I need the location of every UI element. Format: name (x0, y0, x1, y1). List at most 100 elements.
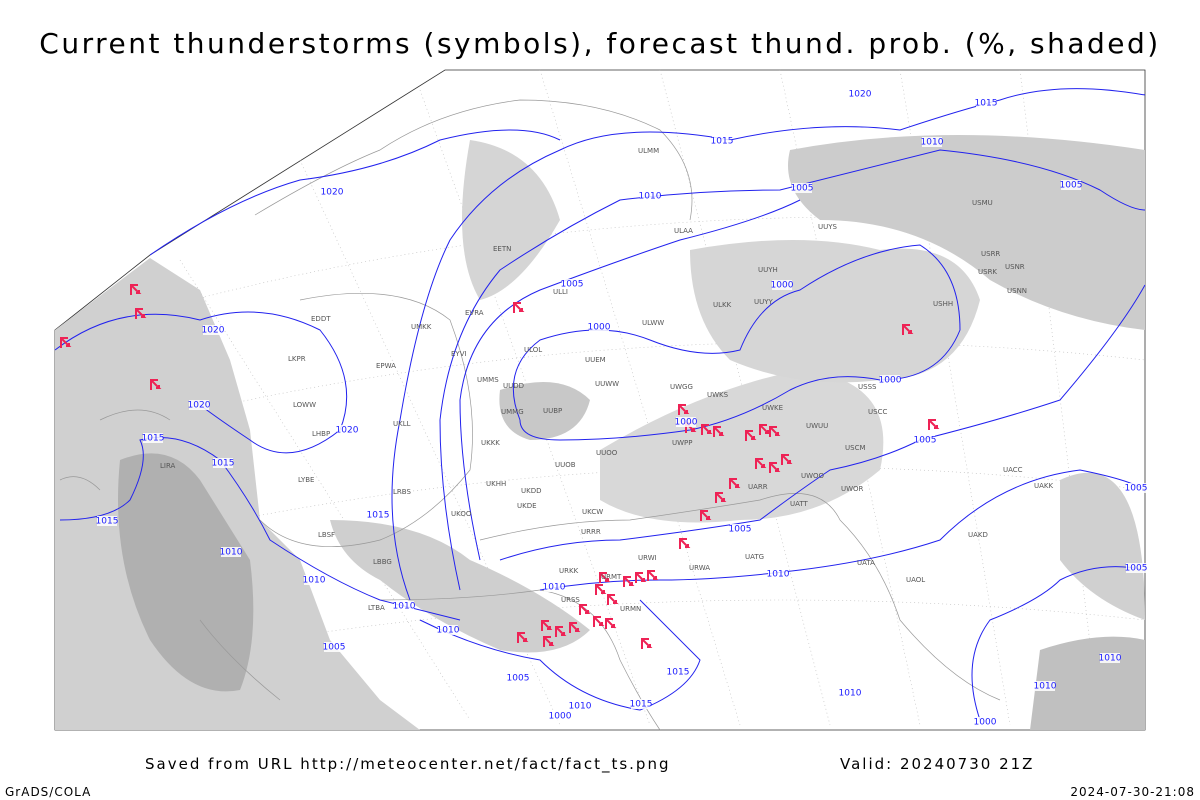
timestamp: 2024-07-30-21:08 (1070, 785, 1195, 799)
station-label: UACC (1003, 466, 1023, 474)
isobar-label-bg (976, 98, 996, 108)
thunderstorm-symbol (781, 454, 793, 465)
station-label: UKDD (521, 487, 542, 495)
isobar-label: 1015 (96, 517, 119, 527)
isobar-label: 1010 (303, 576, 326, 586)
isobar-label-bg (922, 137, 942, 147)
isobar-label-bg (508, 673, 528, 683)
station-label: LBBG (373, 558, 392, 566)
station-label: UKCW (582, 508, 603, 516)
station-label: EPWA (376, 362, 396, 370)
station-label: EYVI (451, 350, 467, 358)
isobar-label-bg (730, 524, 750, 534)
thunderstorm-symbol (60, 337, 72, 348)
isobar-label: 1010 (1099, 654, 1122, 664)
isobar-label-bg (97, 516, 117, 526)
isobar-label-bg (203, 325, 223, 335)
thunderstorm-symbol (543, 636, 555, 647)
station-label: USHH (933, 300, 953, 308)
station-label: UUWW (595, 380, 619, 388)
station-label: UUDD (503, 382, 524, 390)
isobar-label: 1000 (675, 418, 698, 428)
station-label: UMMG (501, 408, 524, 416)
thunderstorm-symbol (647, 570, 659, 581)
isobar-label-bg (368, 510, 388, 520)
isobar-label: 1010 (639, 192, 662, 202)
isobar-label: 1010 (393, 602, 416, 612)
station-label: ULLI (553, 288, 568, 296)
station-label: LIRA (160, 462, 176, 470)
station-label: UATA (857, 559, 875, 567)
isobar-label-bg (975, 717, 995, 727)
isobar-label: 1005 (1125, 484, 1148, 494)
isobar-label: 1005 (729, 525, 752, 535)
thunderstorm-symbol (579, 604, 591, 615)
station-label: LOWW (293, 401, 316, 409)
station-label: URSS (561, 596, 580, 604)
thunderstorm-symbol (679, 538, 691, 549)
thunderstorm-symbol (701, 424, 713, 435)
isobar-label-bg (189, 400, 209, 410)
graticule (59, 69, 1146, 726)
thunderstorm-symbol (745, 430, 757, 441)
isobar-label: 1010 (543, 583, 566, 593)
isobar-labels: 1020 1020 1020 1020 1015 1015 1015 1015 1010 1010… (96, 89, 1148, 728)
isobar-label-bg (768, 569, 788, 579)
isobar-label: 1020 (202, 326, 225, 336)
station-label: UWPP (672, 439, 693, 447)
isobar-label: 1005 (323, 643, 346, 653)
station-label: UUYH (758, 266, 778, 274)
isobar-label-bg (676, 417, 696, 427)
isobar-label: 1000 (771, 281, 794, 291)
title: Current thunderstorms (symbols), forecas… (39, 27, 1160, 60)
station-label: UATG (745, 553, 764, 561)
station-label: UWOR (841, 485, 864, 493)
isobar-label: 1000 (549, 712, 572, 722)
borders (59, 99, 1001, 731)
station-label: UKHH (486, 480, 506, 488)
station-label: LHBP (312, 430, 330, 438)
isobar-label-bg (394, 601, 414, 611)
thunderstorm-symbol (678, 404, 690, 415)
station-label: UWUU (806, 422, 828, 430)
thunderstorm-symbol (769, 462, 781, 473)
storm-symbols (60, 284, 940, 649)
isobar-label-bg (668, 667, 688, 677)
station-label: UUOO (596, 449, 618, 457)
station-label: URWA (689, 564, 710, 572)
station-label: UUYY (754, 298, 774, 306)
station-label: ULMM (638, 147, 659, 155)
station-label: UKOO (451, 510, 472, 518)
isobar-label-bg (840, 688, 860, 698)
source-url: Saved from URL http://meteocenter.net/fa… (145, 755, 670, 774)
station-label: UWOO (801, 472, 825, 480)
station-label: URMN (620, 605, 641, 613)
station-label: UMMS (477, 376, 499, 384)
station-label: LKPR (288, 355, 306, 363)
station-label: ULOL (524, 346, 542, 354)
isobar-label-bg (1126, 483, 1146, 493)
station-label: UWKE (762, 404, 783, 412)
station-label: UAOL (906, 576, 925, 584)
thunderstorm-symbol (623, 576, 635, 587)
isobar-label-bg (772, 280, 792, 290)
isobar-label: 1020 (336, 426, 359, 436)
isobar-label: 1010 (1034, 682, 1057, 692)
isobar-label-bg (589, 322, 609, 332)
thunderstorm-symbol (755, 458, 767, 469)
thunderstorm-symbol (517, 632, 529, 643)
station-label: ULAA (674, 227, 693, 235)
station-label: UAKD (968, 531, 988, 539)
station-label: USRK (978, 268, 997, 276)
shading (55, 135, 1145, 730)
isobar-label-bg (337, 425, 357, 435)
isobar-label: 1005 (914, 436, 937, 446)
station-label: UARR (748, 483, 768, 491)
isobar-label-bg (143, 433, 163, 443)
isobar-label: 1020 (188, 401, 211, 411)
thunderstorm-symbol (569, 622, 581, 633)
station-label: EDDT (311, 315, 331, 323)
station-label: USMU (972, 199, 993, 207)
thunderstorm-symbol (541, 620, 553, 631)
